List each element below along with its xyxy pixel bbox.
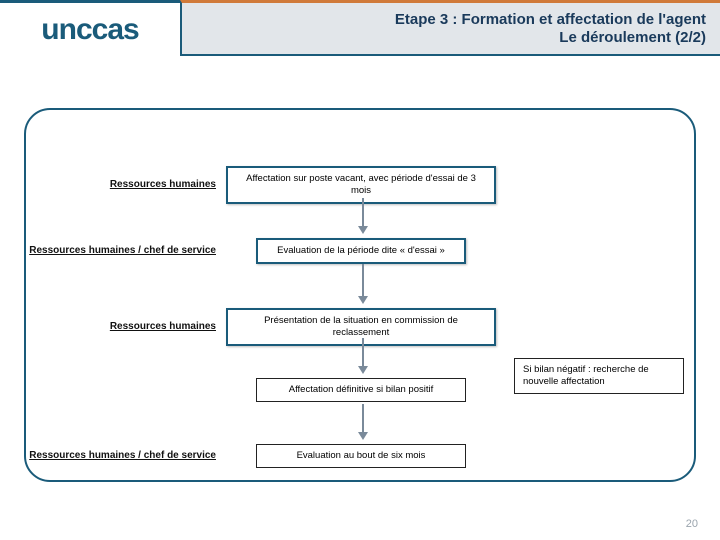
flow-arrow [356,338,370,374]
flow-row-2: Ressources humaines / chef de service Ev… [26,238,694,264]
title-line-2: Le déroulement (2/2) [559,29,706,47]
content-frame: Ressources humaines Affectation sur post… [24,108,696,482]
logo: unccas [0,0,180,56]
row-label: Ressources humaines / chef de service [26,450,226,463]
side-note: Si bilan négatif : recherche de nouvelle… [514,358,684,394]
row-label: Ressources humaines / chef de service [26,245,226,258]
logo-text: unccas [41,13,138,47]
title-bar: Etape 3 : Formation et affectation de l'… [180,0,720,56]
header: unccas Etape 3 : Formation et affectatio… [0,0,720,56]
flow-row-5: Ressources humaines / chef de service Ev… [26,444,694,468]
flow-arrow [356,198,370,234]
row-label: Ressources humaines [26,321,226,334]
process-box: Evaluation au bout de six mois [256,444,466,468]
process-box: Affectation définitive si bilan positif [256,378,466,402]
title-line-1: Etape 3 : Formation et affectation de l'… [395,11,706,29]
flow-arrow [356,264,370,304]
page-number: 20 [686,518,698,530]
process-box: Evaluation de la période dite « d'essai … [256,238,466,264]
flow-arrow [356,404,370,440]
row-label: Ressources humaines [26,179,226,192]
